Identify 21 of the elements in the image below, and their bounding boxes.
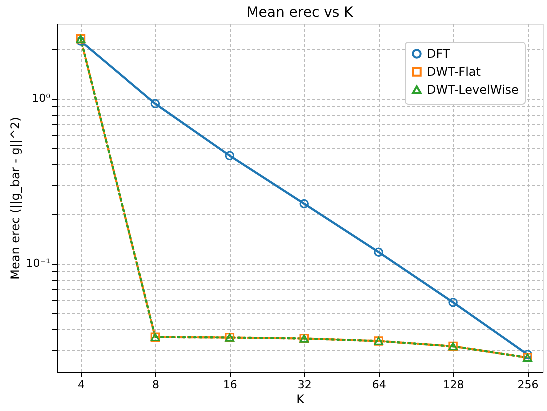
x-tick-label: 8 xyxy=(152,378,160,392)
y-tick-label: 10⁰ xyxy=(32,92,52,106)
x-tick-label: 128 xyxy=(443,378,464,392)
legend-label: DWT-Flat xyxy=(427,65,482,79)
x-tick-label: 4 xyxy=(78,378,85,392)
x-tick-label: 32 xyxy=(298,378,312,392)
point xyxy=(374,248,384,257)
x-tick-label: 64 xyxy=(372,378,386,392)
point xyxy=(150,99,160,109)
x-tick-label: 16 xyxy=(223,378,238,392)
point xyxy=(448,298,458,308)
legend-label: DWT-LevelWise xyxy=(427,83,519,97)
y-axis-title: Mean erec (||g_bar - g||^2) xyxy=(8,117,22,280)
point xyxy=(300,199,309,209)
x-tick-label: 256 xyxy=(518,378,539,392)
y-tick-label: 10⁻¹ xyxy=(26,257,50,270)
x-axis-title: K xyxy=(296,392,306,406)
point xyxy=(225,151,235,161)
chart-title: Mean erec vs K xyxy=(246,5,354,21)
point xyxy=(523,350,532,360)
legend-label: DFT xyxy=(427,47,451,61)
